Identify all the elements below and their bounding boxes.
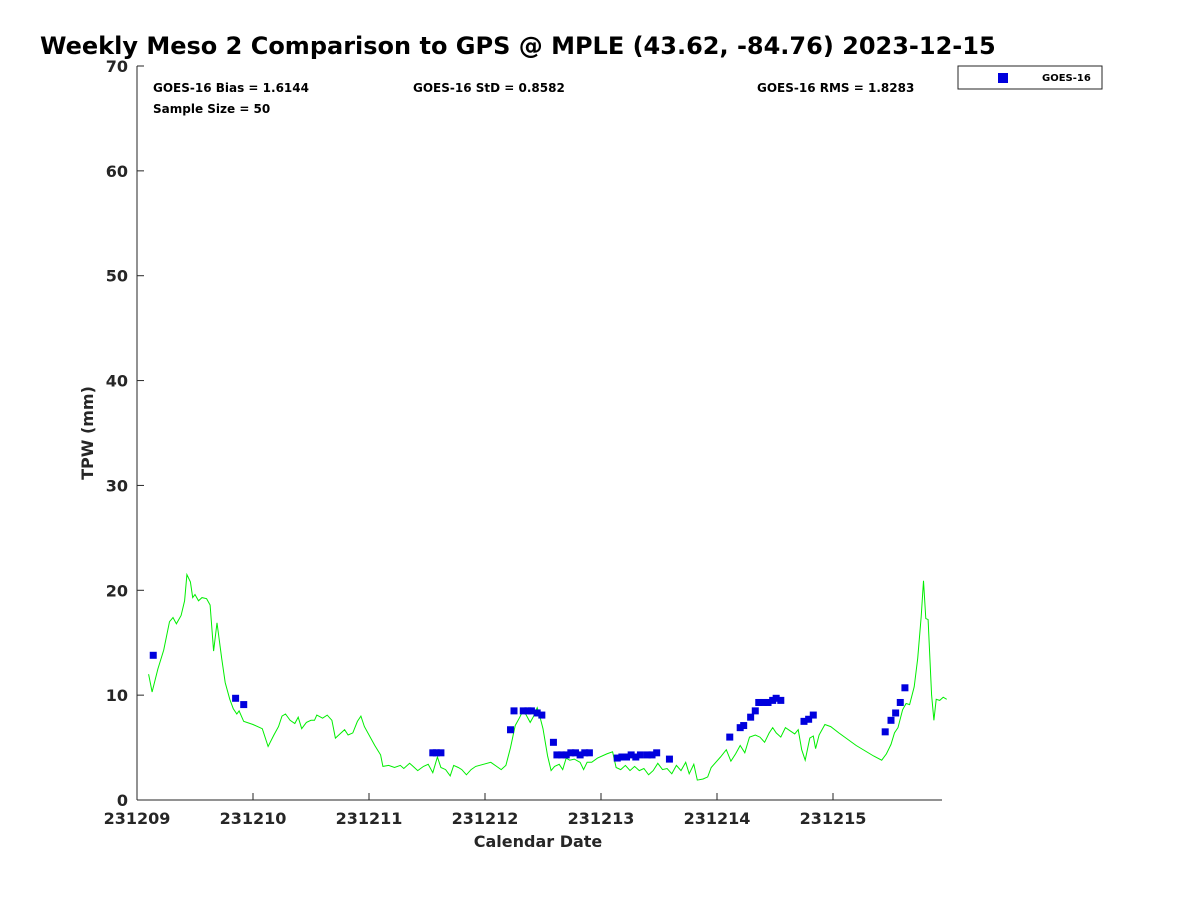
goes16-point [755,698,763,706]
gps-line-series [148,572,947,781]
goes16-point [643,751,651,759]
goes16-point [627,751,635,759]
goes16-point [618,753,626,761]
stat-std: GOES-16 StD = 0.8582 [413,81,565,95]
goes16-point [613,754,621,762]
stat-rms: GOES-16 RMS = 1.8283 [757,81,914,95]
goes16-point [232,694,240,702]
goes16-point [759,698,767,706]
goes16-point [510,707,518,715]
goes16-point [632,753,640,761]
y-tick-label: 0 [117,791,128,810]
gps-tpw-line [148,572,947,781]
stat-bias: GOES-16 Bias = 1.6144 [153,81,309,95]
y-tick-label: 60 [106,162,128,181]
x-tick-label: 231214 [684,809,751,828]
y-tick-label: 30 [106,476,128,495]
goes16-point [747,713,755,721]
goes16-point [751,707,759,715]
x-tick-label: 231215 [800,809,867,828]
goes16-point [636,751,644,759]
x-tick-label: 231211 [336,809,403,828]
y-tick-label: 10 [106,686,128,705]
goes16-point [571,749,579,757]
y-ticks: 0 10 20 30 40 50 60 70 [106,57,144,810]
chart-title: Weekly Meso 2 Comparison to GPS @ MPLE (… [40,32,996,60]
goes16-point [764,698,772,706]
y-tick-label: 50 [106,267,128,286]
goes16-point [553,751,561,759]
goes16-point [665,755,673,763]
legend-label-goes16: GOES-16 [1042,73,1091,84]
goes16-point [149,651,157,659]
goes16-point [901,684,909,692]
goes16-point [527,707,535,715]
goes16-point [777,696,785,704]
goes16-point [240,701,248,709]
goes16-points [149,651,909,763]
goes16-point [437,749,445,757]
goes16-point [533,709,541,717]
legend: GOES-16 [957,65,1103,90]
goes16-point [653,749,661,757]
goes16-point [740,722,748,730]
goes16-point [567,749,575,757]
goes16-point [576,751,584,759]
x-tick-label: 231209 [104,809,171,828]
goes16-point [581,749,589,757]
goes16-point [892,709,900,717]
goes16-point [881,728,889,736]
goes16-point [585,749,593,757]
goes16-point [800,717,808,725]
goes16-point [519,707,527,715]
stats-annotations: GOES-16 Bias = 1.6144 GOES-16 StD = 0.85… [153,81,914,116]
goes16-point [772,694,780,702]
goes16-point [558,751,566,759]
goes16-point [726,733,734,741]
y-tick-label: 20 [106,581,128,600]
stat-sample-size: Sample Size = 50 [153,102,270,116]
legend-marker-goes16 [998,73,1008,83]
goes16-point [809,711,817,719]
goes16-point [623,753,631,761]
y-tick-label: 70 [106,57,128,76]
x-ticks: 231209 231210 231211 231212 231213 231214 2312… [104,793,867,828]
goes16-point [538,711,546,719]
x-tick-label: 231210 [220,809,287,828]
x-axis-label: Calendar Date [474,832,603,851]
goes16-point [887,716,895,724]
goes16-point [562,751,570,759]
goes16-point [432,749,440,757]
y-tick-label: 40 [106,372,128,391]
goes16-point [648,751,656,759]
axes [136,66,942,801]
x-tick-label: 231212 [452,809,519,828]
legend-box [957,65,1103,90]
goes16-point [549,738,557,746]
goes16-point [896,698,904,706]
goes16-point [507,726,515,734]
x-tick-label: 231213 [568,809,635,828]
goes16-point [805,715,813,723]
y-axis-label: TPW (mm) [78,386,97,480]
